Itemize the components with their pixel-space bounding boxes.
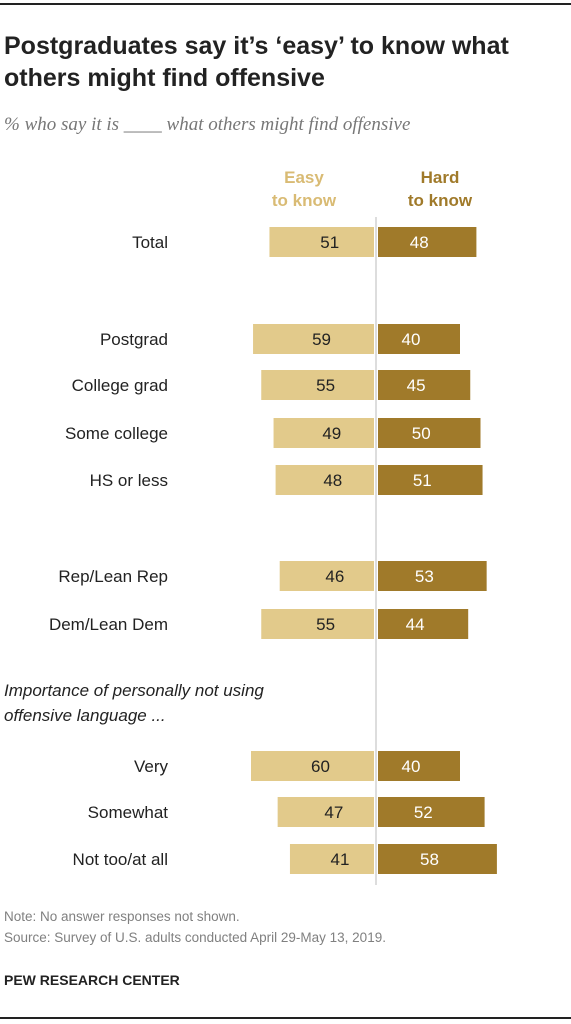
category-label: Very — [134, 757, 169, 776]
legend-label-1-line2: to know — [408, 191, 473, 210]
data-label-hard: 53 — [415, 567, 434, 586]
data-label-easy: 55 — [316, 376, 335, 395]
data-label-hard: 48 — [410, 233, 429, 252]
data-label-hard: 40 — [402, 330, 421, 349]
bar-easy — [279, 561, 374, 591]
bar-hard — [378, 797, 485, 827]
bar-hard — [378, 751, 460, 781]
bar-easy — [251, 751, 374, 781]
data-label-hard: 58 — [420, 850, 439, 869]
top-rule — [0, 3, 571, 5]
bar-easy — [261, 609, 374, 639]
bar-hard — [378, 324, 460, 354]
bar-easy — [253, 324, 374, 354]
bar-hard — [378, 418, 481, 448]
chart-title: Postgraduates say it’s ‘easy’ to know wh… — [4, 32, 509, 92]
data-label-easy: 41 — [331, 850, 350, 869]
data-label-hard: 44 — [406, 615, 425, 634]
data-label-hard: 40 — [402, 757, 421, 776]
chart-subtitle: % who say it is ____ what others might f… — [4, 114, 411, 135]
category-label: College grad — [72, 376, 168, 395]
bar-hard — [378, 561, 487, 591]
data-label-hard: 50 — [412, 424, 431, 443]
data-label-easy: 46 — [325, 567, 344, 586]
data-label-easy: 55 — [316, 615, 335, 634]
data-label-hard: 52 — [414, 803, 433, 822]
data-label-easy: 51 — [320, 233, 339, 252]
bar-hard — [378, 370, 471, 400]
diverging-bar-chart: Easy to know Hard to know Importance of pers… — [4, 168, 497, 885]
category-label: Dem/Lean Dem — [49, 615, 168, 634]
bar-easy — [269, 227, 374, 257]
bar-easy — [273, 418, 374, 448]
bar-hard — [378, 227, 477, 257]
legend-label-1-line1: Hard — [421, 168, 460, 187]
category-label: Not too/at all — [73, 850, 168, 869]
brand-label: PEW RESEARCH CENTER — [4, 972, 180, 988]
data-label-easy: 59 — [312, 330, 331, 349]
category-label: Total — [132, 233, 168, 252]
group-heading-line2: offensive language ... — [4, 706, 166, 725]
group-heading-line1: Importance of personally not using — [4, 681, 264, 700]
category-label: Some college — [65, 424, 168, 443]
data-label-hard: 45 — [407, 376, 426, 395]
category-label: Postgrad — [100, 330, 168, 349]
data-label-easy: 47 — [324, 803, 343, 822]
legend-label-0-line2: to know — [272, 191, 337, 210]
legend-label-0-line1: Easy — [284, 168, 324, 187]
data-label-easy: 49 — [322, 424, 341, 443]
bar-hard — [378, 609, 469, 639]
data-label-hard: 51 — [413, 471, 432, 490]
bar-easy — [277, 797, 374, 827]
bar-hard — [378, 844, 497, 874]
bar-hard — [378, 465, 483, 495]
category-label: Rep/Lean Rep — [58, 567, 168, 586]
data-label-easy: 48 — [323, 471, 342, 490]
bar-easy — [261, 370, 374, 400]
footer-note: Note: No answer responses not shown. — [4, 909, 240, 924]
bottom-rule — [0, 1017, 571, 1019]
footer-source: Source: Survey of U.S. adults conducted … — [4, 930, 386, 945]
bar-easy — [289, 844, 374, 874]
category-label: Somewhat — [88, 803, 169, 822]
footer: Note: No answer responses not shown. Sou… — [4, 906, 386, 948]
data-label-easy: 60 — [311, 757, 330, 776]
category-label: HS or less — [90, 471, 168, 490]
bar-easy — [275, 465, 374, 495]
